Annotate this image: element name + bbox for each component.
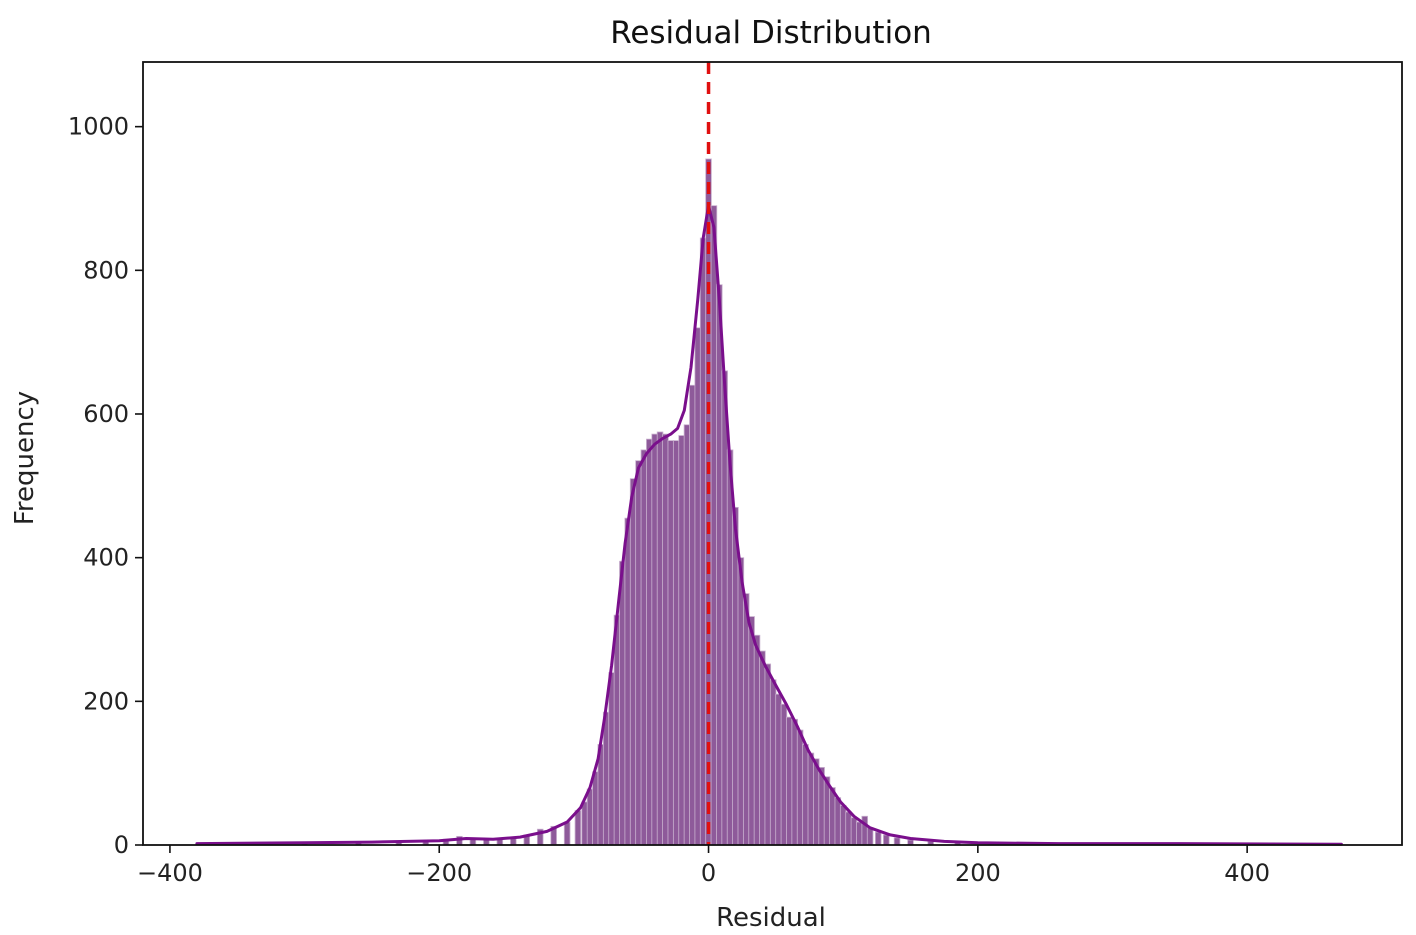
histogram-bar <box>813 758 820 846</box>
histogram-bar <box>786 716 793 846</box>
plot-area-frame <box>142 61 1403 846</box>
y-axis-ticks: 0 200 400 600 800 1000 <box>68 113 143 859</box>
histogram-bar <box>656 431 664 846</box>
y-tick-label: 200 <box>83 687 129 715</box>
histogram-bar <box>613 614 621 846</box>
x-axis-title: Residual <box>716 903 826 933</box>
histogram-bar <box>807 752 815 846</box>
histogram-bar <box>662 433 669 846</box>
histogram-bar <box>874 831 882 846</box>
histogram-bar <box>624 517 632 846</box>
histogram-bar <box>780 703 788 846</box>
histogram-bar <box>893 837 901 846</box>
histogram-bar <box>581 801 588 846</box>
histogram-bar <box>732 506 739 846</box>
histogram-bar <box>829 787 836 846</box>
x-tick-label: −200 <box>406 859 472 887</box>
histogram-bar <box>699 237 707 846</box>
histogram-bar <box>845 811 852 846</box>
histogram-bar <box>586 788 594 846</box>
histogram-bar <box>796 729 804 846</box>
histogram-bar <box>764 663 772 846</box>
histogram-bar <box>748 616 755 846</box>
y-tick-label: 800 <box>83 256 129 284</box>
x-tick-label: 400 <box>1224 859 1270 887</box>
chart-title: Residual Distribution <box>610 15 932 51</box>
histogram-bar <box>726 449 734 846</box>
histogram-bar <box>839 805 847 846</box>
histogram-bar <box>737 557 745 846</box>
histogram-bar <box>672 440 680 846</box>
histogram-bar <box>775 693 782 846</box>
kde-curve <box>195 204 1343 846</box>
histogram-bar <box>689 384 696 846</box>
histogram-bar <box>602 711 610 846</box>
histogram-bar <box>563 821 571 846</box>
x-axis-ticks: −400 −200 0 200 400 <box>137 845 1270 887</box>
histogram-bar <box>667 440 675 846</box>
x-tick-label: 200 <box>955 859 1001 887</box>
histogram-bar <box>592 771 599 846</box>
histogram-bar <box>608 672 615 846</box>
histogram-bar <box>802 744 809 846</box>
histogram-bar <box>742 593 750 846</box>
histogram-bar <box>861 815 868 846</box>
histogram-bar <box>856 821 863 846</box>
histogram-bar <box>883 834 890 846</box>
histogram-bar <box>753 634 761 846</box>
histogram-bar <box>640 449 648 846</box>
histogram-bar <box>635 460 642 846</box>
histogram-bar <box>791 718 798 846</box>
histogram-bar <box>619 560 626 846</box>
y-tick-label: 600 <box>83 400 129 428</box>
histogram-bar <box>683 424 691 846</box>
histogram-bar <box>769 679 777 846</box>
y-tick-label: 1000 <box>68 113 129 141</box>
histogram-bar <box>716 284 723 846</box>
histogram-bar <box>678 435 685 846</box>
y-tick-label: 0 <box>114 831 129 859</box>
histogram-bar <box>850 817 858 846</box>
x-tick-label: −400 <box>137 859 203 887</box>
y-tick-label: 400 <box>83 544 129 572</box>
x-tick-label: 0 <box>701 859 716 887</box>
histogram-bar <box>574 810 582 846</box>
histogram-bars <box>200 158 1338 846</box>
histogram-bar <box>646 438 653 846</box>
histogram-bar <box>721 370 728 846</box>
histogram-bar <box>710 205 718 846</box>
histogram-bar <box>694 327 702 846</box>
histogram-bar <box>651 433 658 846</box>
y-axis-title: Frequency <box>10 391 40 525</box>
histogram-bar <box>834 797 842 846</box>
histogram-bar <box>629 478 637 846</box>
histogram-bar <box>866 827 874 846</box>
histogram-bar <box>759 650 766 846</box>
